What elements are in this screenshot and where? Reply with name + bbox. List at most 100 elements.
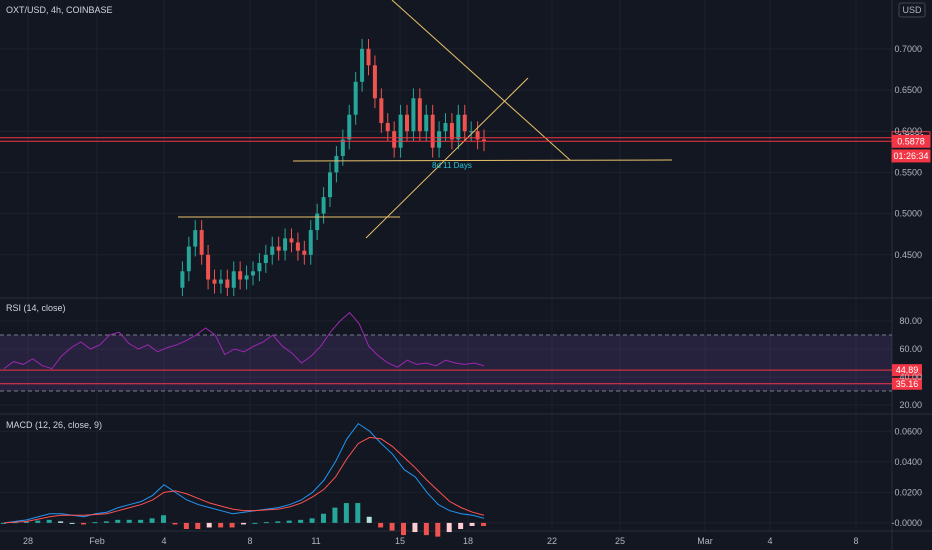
trendline [292, 159, 673, 162]
candle-body [218, 279, 223, 284]
macd-histogram-bar [1, 522, 6, 524]
candle-body [449, 122, 454, 140]
symbol-header[interactable]: OXT/USD, 4h, COINBASE [6, 5, 113, 15]
macd-histogram-bar [138, 519, 144, 523]
candle-body [482, 139, 486, 142]
macd-histogram-bar [229, 522, 235, 528]
macd-histogram-bar [366, 516, 372, 523]
drawing-trendlines[interactable] [178, 0, 673, 239]
macd-histogram-bar [481, 522, 486, 526]
macd-histogram-bar [446, 522, 452, 533]
rsi-label-text: 35.16 [896, 379, 919, 389]
candle-body [257, 263, 262, 272]
candle-body [462, 114, 467, 132]
candle-body [437, 131, 442, 148]
macd-histogram-bar [218, 522, 224, 528]
price-tick-label: 0.5000 [894, 209, 922, 219]
macd-histogram-bar [161, 515, 166, 523]
macd-histogram-bar [206, 522, 212, 528]
days-range-annotation[interactable]: 8d 11 Days [432, 161, 472, 170]
time-tick-label: 28 [23, 536, 33, 546]
candle-body [321, 197, 326, 214]
macd-histogram-bar [332, 507, 338, 523]
macd-histogram-bar [183, 522, 189, 529]
macd-histogram-bar [469, 522, 475, 526]
candle-body [251, 271, 255, 276]
price-tick-label: -0.0000 [891, 518, 922, 528]
macd-histogram-bar [286, 520, 292, 523]
time-tick-label: 8 [853, 536, 858, 546]
candle-body [353, 81, 358, 115]
macd-histogram-bar [126, 519, 132, 523]
price-label-box [891, 149, 931, 163]
rsi-band [0, 335, 892, 391]
time-tick-label: 15 [395, 536, 405, 546]
candle-body [225, 279, 230, 288]
candle-body [212, 279, 217, 284]
candle-body [315, 213, 320, 231]
macd-histogram-bar [149, 518, 155, 523]
candle-body [366, 48, 371, 66]
trendline [391, 0, 571, 161]
candle-body [456, 114, 461, 140]
macd-histogram-bar [172, 522, 178, 525]
currency-badge-label: USD [902, 5, 922, 15]
price-axis[interactable]: 0.7000 0.6500 0.6000 0.5500 0.5000 0.4500 80.0… [891, 44, 922, 528]
candle-body [180, 271, 185, 288]
signal-line [3, 436, 485, 524]
time-tick-label: 25 [615, 536, 625, 546]
candle-body [475, 131, 480, 140]
time-tick-label: 18 [463, 536, 473, 546]
candle-body [405, 114, 409, 132]
macd-histogram-bar [195, 522, 201, 529]
candle-body [244, 275, 249, 280]
time-tick-label: 4 [161, 536, 166, 546]
rsi-label-box [892, 377, 922, 390]
candle-body [302, 250, 307, 255]
macd-histogram-bar [35, 520, 41, 523]
candle-body [417, 98, 422, 132]
candle-body [392, 131, 397, 148]
candle-body [206, 254, 211, 280]
macd-histogram-bar [252, 522, 258, 524]
candle-body [231, 271, 236, 288]
macd-histogram-bar [355, 503, 361, 523]
time-tick-label: Mar [697, 536, 713, 546]
macd-header[interactable]: MACD (12, 26, close, 9) [6, 420, 102, 430]
time-tick-label: 11 [311, 536, 320, 546]
macd-histogram-bar [401, 522, 406, 536]
candle-body [469, 131, 474, 133]
price-tick-label: 20.00 [899, 400, 922, 410]
candle-body [295, 242, 300, 251]
candle-body [289, 238, 294, 243]
price-tick-label: 80.00 [899, 316, 922, 326]
candle-body [411, 98, 416, 132]
candle-body [430, 114, 435, 148]
price-label-box [891, 134, 931, 148]
macd-histogram-bar [92, 522, 98, 524]
candle-body [238, 271, 243, 280]
macd-histogram-bar [412, 522, 418, 533]
rsi-label-text: 44.89 [896, 365, 919, 375]
candle-body [347, 114, 352, 140]
time-tick-label: 22 [547, 536, 557, 546]
candle-body [263, 254, 268, 264]
time-axis[interactable]: 28 Feb 4 8 11 15 18 22 25 Mar 4 8 [23, 536, 859, 546]
macd-histogram-bar [46, 519, 52, 523]
candle-body [372, 65, 377, 99]
macd-histogram-bar [435, 522, 441, 537]
macd-histogram-bar [298, 519, 304, 523]
rsi-header[interactable]: RSI (14, close) [6, 303, 66, 313]
macd-line [3, 422, 485, 524]
price-tick-label: 0.0200 [894, 487, 922, 497]
currency-badge[interactable] [898, 2, 926, 18]
time-tick-label: 8 [247, 536, 252, 546]
candle-body [379, 98, 384, 123]
rsi-label-box [892, 364, 922, 377]
macd-histogram-bar [378, 522, 384, 528]
macd-histogram-bar [241, 522, 246, 525]
candle-body [334, 155, 339, 173]
gridlines [0, 0, 892, 531]
